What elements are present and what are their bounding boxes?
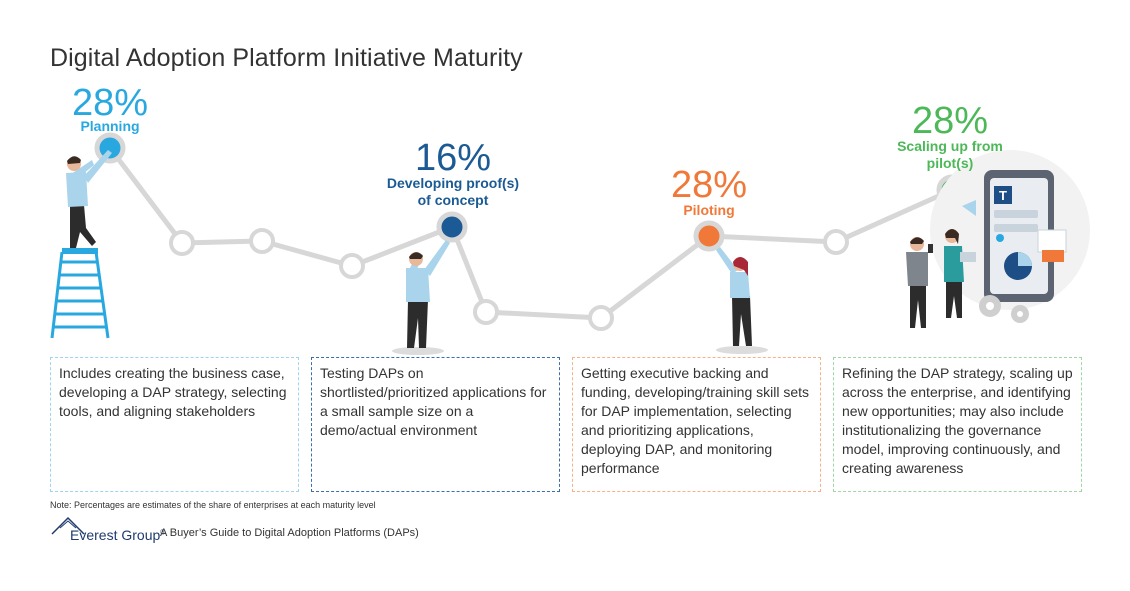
stage-percent-planning: 28% <box>71 82 149 124</box>
path-node <box>339 253 365 279</box>
person-reaching-piloting <box>716 247 768 354</box>
stage-description-poc: Testing DAPs on shortlisted/prioritized … <box>311 357 560 492</box>
stage-node-piloting <box>693 220 725 252</box>
stage-node-planning <box>94 132 126 164</box>
mobile-app-icon: T <box>984 170 1054 302</box>
stage-label-poc: Developing proof(s) of concept <box>386 175 520 208</box>
footer-brand: Everest Group® <box>70 527 166 543</box>
person-reaching-poc <box>392 240 450 355</box>
path-node <box>249 228 275 254</box>
stage-percent-poc: 16% <box>414 137 492 179</box>
svg-text:T: T <box>999 188 1007 203</box>
person-on-ladder <box>50 150 112 339</box>
maturity-path-line <box>107 145 955 321</box>
ladder-icon <box>50 251 110 339</box>
page-title: Digital Adoption Platform Initiative Mat… <box>50 44 523 72</box>
footnote: Note: Percentages are estimates of the s… <box>50 500 376 510</box>
path-node <box>588 305 614 331</box>
stage-label-planning: Planning <box>80 118 140 134</box>
stage-label-piloting: Piloting <box>683 202 735 218</box>
path-node <box>169 230 195 256</box>
stage-label-scaling: Scaling up from pilot(s) <box>897 138 1003 171</box>
stage-percent-scaling: 28% <box>911 100 989 142</box>
stage-description-piloting: Getting executive backing and funding, d… <box>572 357 821 492</box>
scaling-illustration: T <box>906 150 1090 328</box>
stage-description-planning: Includes creating the business case, dev… <box>50 357 299 492</box>
pie-chart-icon <box>1004 252 1032 280</box>
stage-description-scaling: Refining the DAP strategy, scaling up ac… <box>833 357 1082 492</box>
path-node <box>823 229 849 255</box>
footer-guide-title: A Buyer’s Guide to Digital Adoption Plat… <box>160 527 419 539</box>
everest-logo-icon <box>51 516 85 535</box>
path-node <box>473 299 499 325</box>
stage-percent-piloting: 28% <box>670 164 748 206</box>
stage-node-poc <box>436 211 468 243</box>
